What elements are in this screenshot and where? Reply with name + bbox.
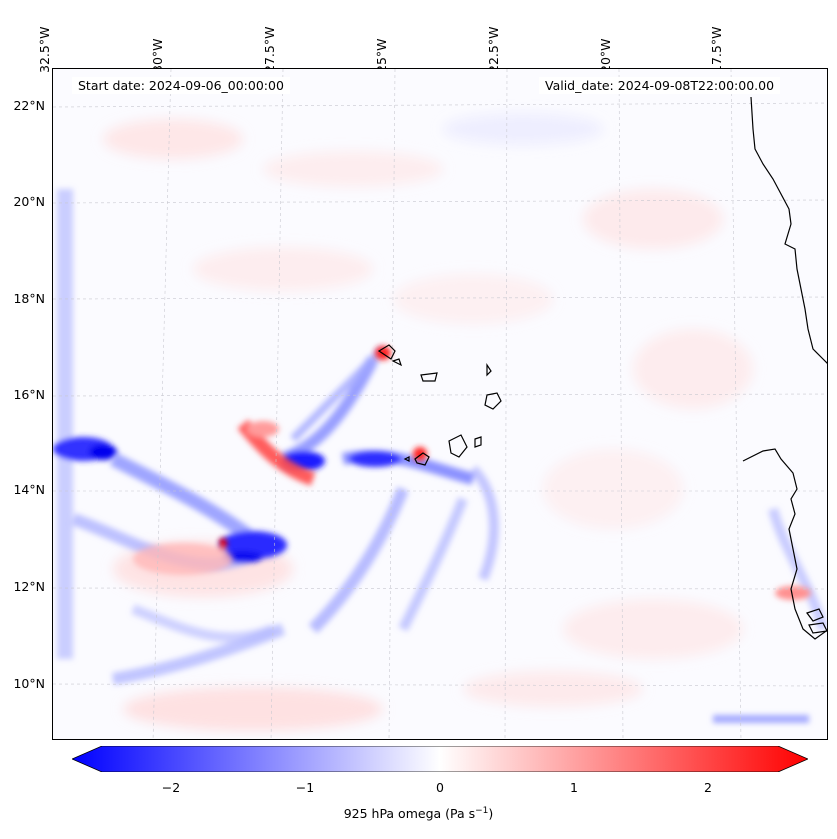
colorbar-tick-neg1: −1	[295, 780, 315, 795]
colorbar-tick-2: 2	[704, 780, 712, 795]
western-convergence-band	[53, 189, 117, 659]
colorbar-tick-neg2: −2	[161, 780, 181, 795]
start-date-label: Start date: 2024-09-06_00:00:00	[72, 77, 290, 94]
omega-field-svg	[53, 69, 827, 739]
colorbar-tick-1: 1	[570, 780, 578, 795]
lat-label-20n: 20°N	[13, 194, 45, 209]
valid-date-label: Valid_date: 2024-09-08T22:00:00.00	[539, 77, 781, 94]
lat-label-18n: 18°N	[13, 291, 45, 306]
lat-label-14n: 14°N	[13, 482, 45, 497]
background-noise	[103, 113, 753, 731]
colorbar	[72, 746, 808, 772]
omega-map	[52, 68, 828, 740]
colorbar-tick-0: 0	[436, 780, 444, 795]
lon-label-22-5w: 22.5°W	[486, 26, 501, 73]
graticule	[53, 69, 827, 739]
lat-label-10n: 10°N	[13, 676, 45, 691]
colorbar-gradient	[72, 746, 808, 772]
lon-label-17-5w: 17.5°W	[709, 26, 724, 73]
colorbar-title: 925 hPa omega (Pa s−1)	[343, 806, 494, 822]
lat-label-22n: 22°N	[13, 98, 45, 113]
coastline	[377, 96, 827, 640]
lon-label-32-5w: 32.5°W	[37, 26, 52, 73]
lat-label-12n: 12°N	[13, 579, 45, 594]
lon-label-27-5w: 27.5°W	[262, 26, 277, 73]
lat-label-16n: 16°N	[13, 387, 45, 402]
